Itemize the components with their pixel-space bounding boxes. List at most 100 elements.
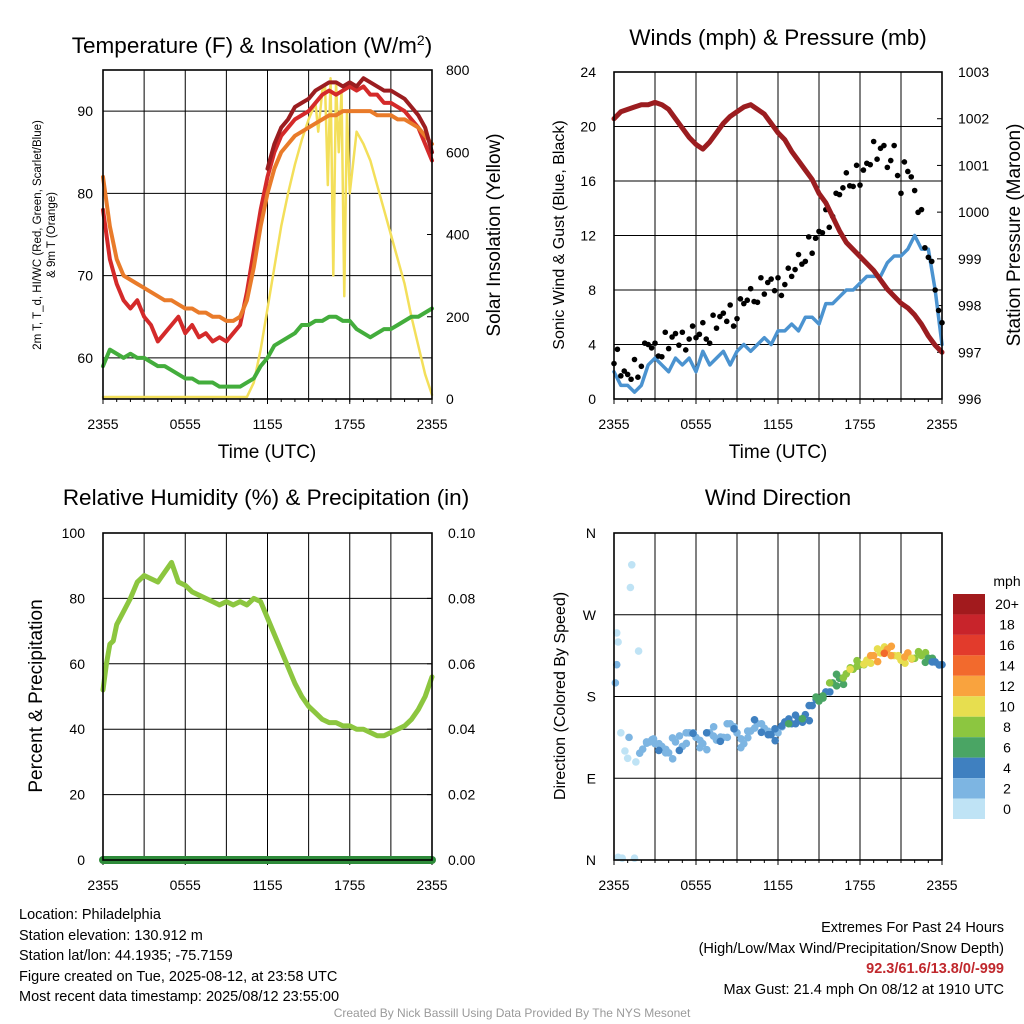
direction-point [873, 645, 882, 653]
y-tick-label: S [587, 689, 596, 705]
gust-point [792, 266, 798, 273]
direction-point [798, 714, 807, 723]
direction-point [880, 649, 889, 658]
y-tick-label: 0 [77, 852, 85, 868]
direction-point [914, 647, 923, 656]
gust-point [922, 244, 928, 251]
direction-point [921, 658, 930, 667]
y2-tick-label: 1002 [958, 111, 989, 127]
direction-point [832, 682, 841, 690]
gust-point [935, 307, 942, 314]
direction-point [846, 665, 854, 674]
direction-point [621, 747, 629, 755]
direction-point [826, 688, 834, 696]
colorbar-swatch [953, 614, 985, 635]
credit-text: Created By Nick Bassill Using Data Provi… [333, 1006, 691, 1020]
colorbar-swatch [953, 655, 985, 676]
insolation-line [101, 76, 434, 399]
y2-tick-label: 999 [958, 251, 982, 267]
plot-border [613, 532, 943, 861]
gust-point [843, 170, 850, 176]
direction-point [617, 729, 625, 737]
gust-point [898, 190, 904, 197]
y2-tick-label: 400 [446, 227, 470, 243]
colorbar-swatch [953, 696, 985, 717]
colorbar-label: 14 [999, 658, 1015, 674]
gust-point [669, 334, 675, 340]
extremes-values: 92.3/61.6/13.8/0/-999 [866, 961, 1004, 977]
gust-point [795, 251, 802, 258]
plot-border [102, 532, 433, 861]
elevation-text: Station elevation: 130.912 m [19, 927, 203, 944]
y2-tick-label: 997 [958, 344, 982, 360]
gust-point [870, 138, 877, 145]
direction-point [627, 560, 636, 569]
y2-tick-label: 1003 [958, 64, 989, 80]
y-tick-label: 20 [69, 787, 85, 803]
colorbar-label: 4 [1003, 760, 1011, 776]
direction-point [730, 725, 738, 733]
direction-point [626, 583, 635, 592]
title-close: ) [425, 33, 433, 58]
y-tick-label: E [587, 770, 596, 786]
direction-point [805, 701, 813, 710]
recent-data-text: Most recent data timestamp: 2025/08/12 2… [19, 989, 340, 1005]
gust-point [676, 342, 682, 348]
gust-point [764, 279, 771, 286]
y2-tick-label: 0.00 [448, 852, 475, 868]
gust-point [696, 331, 703, 338]
plot-border [102, 69, 433, 400]
y2-tick-label: 0 [446, 391, 454, 407]
gust-point [689, 323, 696, 329]
gust-point [747, 285, 754, 292]
x-axis-label: Time (UTC) [218, 442, 317, 463]
chart-title: Relative Humidity (%) & Precipitation (i… [63, 485, 469, 510]
direction-point [696, 743, 704, 752]
y2-tick-label: 200 [446, 309, 470, 325]
gust-point [652, 340, 658, 346]
y2-tick-label: 800 [446, 62, 470, 78]
gust-point [894, 172, 901, 179]
gust-point [908, 174, 915, 180]
gust-point [730, 323, 737, 329]
direction-point [757, 728, 766, 737]
chart-title: Winds (mph) & Pressure (mb) [629, 25, 927, 50]
gust-point [737, 296, 744, 302]
direction-point [743, 727, 752, 735]
station-info: Location: Philadelphia Station elevation… [19, 905, 339, 1008]
gust-point [884, 164, 891, 171]
y2-tick-label: 600 [446, 144, 470, 160]
y2-tick-label: 998 [958, 298, 982, 314]
gust-point [717, 313, 723, 320]
gust-point [761, 291, 768, 297]
direction-point [867, 659, 875, 667]
figure-created-text: Figure created on Tue, 2025-08-12, at 23… [19, 968, 338, 985]
y2-axis-label: Solar Insolation (Yellow) [484, 133, 505, 336]
y-tick-label: 8 [588, 282, 596, 298]
y-tick-label: 80 [77, 185, 93, 201]
y-tick-label: 40 [69, 721, 85, 737]
direction-point [894, 652, 902, 660]
direction-point [625, 733, 633, 742]
panel-temperature: 2355 0555 1155 1755 2355 60 70 80 90 0 200 400 600 80… [32, 32, 505, 463]
colorbar-label: 8 [1003, 719, 1011, 735]
direction-point [682, 729, 690, 737]
y-tick-label: N [586, 852, 596, 868]
colorbar-label: 20+ [995, 596, 1019, 612]
direction-point [825, 679, 834, 687]
gust-point [720, 310, 727, 316]
x-tick-label: 2355 [926, 416, 957, 432]
temperature-series-line [101, 84, 434, 344]
gust-point [665, 345, 672, 352]
gust-point [703, 336, 710, 342]
wind-speed-line [612, 233, 944, 394]
gust-point [662, 329, 669, 336]
y-tick-label: 60 [69, 656, 85, 672]
chart-title: Temperature (F) & Insolation (W/m2) [72, 32, 432, 58]
direction-point [784, 719, 793, 728]
extremes-title: Extremes For Past 24 Hours [821, 920, 1004, 936]
direction-point [839, 680, 848, 689]
colorbar-label: 6 [1003, 739, 1011, 755]
gust-point [840, 185, 846, 191]
